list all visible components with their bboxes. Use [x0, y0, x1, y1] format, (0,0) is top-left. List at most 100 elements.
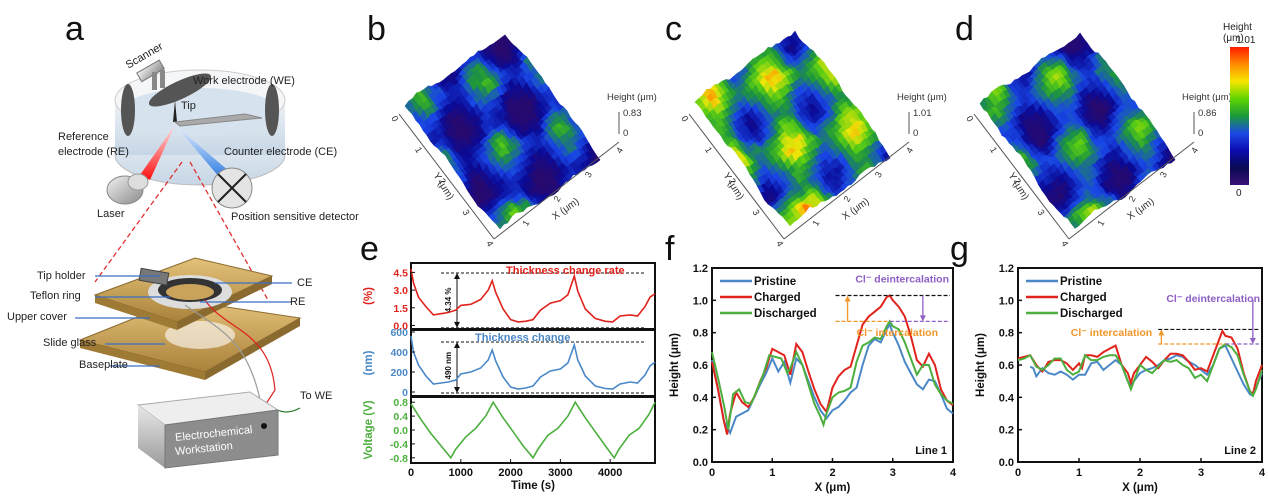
- surface-cells: [694, 30, 891, 227]
- deintercalation-label: Cl⁻ deintercalation: [1166, 293, 1260, 305]
- y-tick-label: 0.0: [393, 320, 408, 332]
- x-tick-label: 3: [1198, 467, 1204, 479]
- series-line-pristine: [711, 322, 954, 436]
- legend-label-pristine: Pristine: [754, 276, 796, 288]
- leader-arrows: [75, 275, 292, 367]
- legend-label-pristine: Pristine: [1060, 276, 1102, 288]
- y-axis-title: (%): [363, 287, 375, 305]
- y-tick-label: 3: [751, 208, 762, 217]
- y-axis-title: Y (μm): [720, 171, 745, 202]
- y-axis-line: [688, 113, 785, 240]
- y-tick-label: 0.4: [693, 392, 709, 404]
- y-axis-line: [398, 113, 495, 240]
- tip-icon: [173, 100, 177, 122]
- x-tick-label: 4: [1189, 146, 1200, 155]
- x-tick-label: 1: [810, 218, 821, 227]
- x-tick-label: 1: [520, 218, 531, 227]
- surface-cell: [785, 218, 795, 227]
- y-tick-label: 1: [988, 145, 999, 154]
- y-tick-label: 1.0: [999, 295, 1014, 307]
- position-sensitive-detector-icon: [211, 167, 253, 209]
- re-wire: [204, 299, 276, 411]
- y-axis-title: (nm): [363, 350, 375, 375]
- height-max-label: 1.01: [913, 108, 932, 119]
- x-tick-label: 2: [842, 194, 853, 203]
- x-tick-label: 1: [1095, 218, 1106, 227]
- schematic-labels: Scanner Work electrode (WE) Tip Referenc…: [0, 0, 360, 496]
- chart-e: 4.34 % Thickness change rate 0.0 1.5 3.0 4.5 (…: [363, 262, 656, 492]
- series-line-voltage: [410, 400, 656, 460]
- intercalation-label: Cl⁻ intercalation: [857, 327, 938, 339]
- legend-label-charged: Charged: [1060, 292, 1107, 304]
- y-tick-label: 0.0: [693, 457, 708, 469]
- y-tick-label: 0.8: [693, 328, 708, 340]
- intercalation-label: Cl⁻ intercalation: [1071, 327, 1152, 339]
- y-tick-label: 0.0: [393, 425, 408, 437]
- y-axis-line: [973, 113, 1070, 240]
- surface-cells: [979, 32, 1176, 229]
- arrow-head-up: [454, 342, 460, 348]
- arrow-head-down: [454, 321, 460, 328]
- y-tick-label: 4: [484, 239, 495, 248]
- x-tick-label: 0: [408, 467, 414, 479]
- laser-icon: [106, 173, 149, 205]
- line-tag: Line 1: [915, 445, 947, 457]
- y-tick-label: 600: [390, 327, 408, 339]
- label-reference-electrode-2: electrode (RE): [58, 146, 129, 158]
- arrow-head-up: [454, 273, 460, 280]
- height-max-label: 0.86: [1198, 108, 1217, 119]
- y-axis-title: Y (μm): [430, 171, 455, 202]
- y-tick-label: 2: [437, 177, 448, 186]
- panel-label-d: d: [955, 10, 974, 48]
- deintercalation-arrow-head: [1249, 337, 1256, 344]
- y-tick-label: 0.6: [693, 360, 708, 372]
- x-tick-label: 1: [1076, 467, 1082, 479]
- height-axis-title: Height (μm): [607, 92, 657, 103]
- y-tick-label: 0.2: [693, 425, 708, 437]
- height-max-label: 0.83: [623, 108, 642, 119]
- x-tick-label: 4: [904, 146, 915, 155]
- y-tick-label: 3: [1036, 208, 1047, 217]
- legend-label-discharged: Discharged: [754, 308, 817, 320]
- x-tick-label: 3: [873, 170, 884, 179]
- x-axis-title: X (μm): [1122, 482, 1158, 494]
- x-axis-line: [783, 141, 910, 240]
- y-tick-label: 4.5: [393, 267, 408, 279]
- panel-label-g: g: [950, 230, 969, 268]
- series-line-thickness-change-rate: [410, 268, 656, 323]
- series-title: Thickness change: [475, 332, 570, 344]
- x-tick-label: 3: [583, 170, 594, 179]
- x-tick-label: 3: [890, 467, 896, 479]
- series-line-pristine: [1029, 344, 1263, 398]
- colorbar-min: 0: [1236, 188, 1242, 199]
- y-tick-label: 1.2: [999, 263, 1014, 275]
- label-baseplate: Baseplate: [79, 359, 128, 371]
- y-tick-label: -0.8: [390, 453, 408, 465]
- colorbar-max: 1.01: [1236, 35, 1256, 46]
- y-tick-label: 400: [390, 347, 408, 359]
- x-tick-label: 4000: [598, 467, 622, 479]
- y-tick-label: 1.5: [393, 303, 408, 315]
- label-tip: Tip: [181, 100, 196, 112]
- label-teflon-ring: Teflon ring: [30, 290, 81, 302]
- range-annotation: 490 nm: [444, 352, 453, 380]
- legend-label-discharged: Discharged: [1060, 308, 1123, 320]
- x-tick-label: 2: [829, 467, 835, 479]
- x-tick-label: 2: [1127, 194, 1138, 203]
- y-axis-title: Voltage (V): [363, 400, 375, 459]
- label-slide-glass: Slide glass: [43, 337, 97, 349]
- cantilever-icon: [173, 113, 263, 127]
- x-tick-label: 1000: [449, 467, 473, 479]
- y-tick-label: 0.8: [999, 328, 1014, 340]
- reference-electrode-icon: [121, 84, 135, 136]
- series-line-charged: [711, 294, 954, 435]
- panel-label-a: a: [65, 10, 84, 48]
- x-tick-label: 4: [1259, 467, 1266, 479]
- x-tick-label: 3000: [548, 467, 572, 479]
- label-ce: CE: [297, 277, 313, 289]
- panel-label-f: f: [665, 230, 675, 268]
- ce-wire: [184, 304, 263, 411]
